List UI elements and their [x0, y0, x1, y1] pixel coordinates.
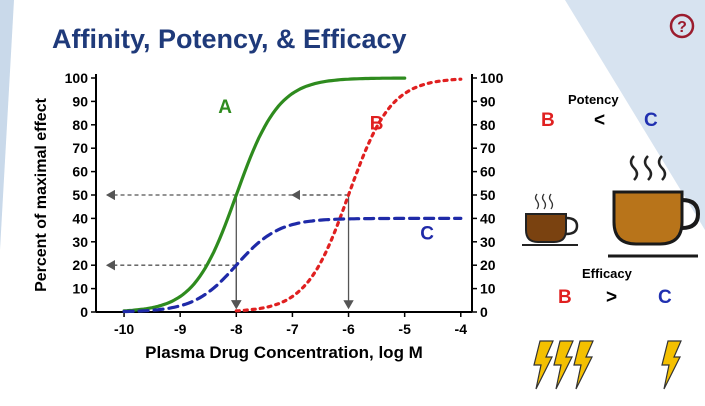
- efficacy-operator: >: [606, 287, 618, 308]
- series-label-B: B: [370, 113, 384, 134]
- x-axis-label: Plasma Drug Concentration, log M: [145, 343, 423, 362]
- y-tick-label-left: 30: [72, 234, 88, 250]
- y-tick-label-left: 100: [65, 70, 89, 86]
- coffee-cup-small-icon: [522, 193, 579, 246]
- slide-title: Affinity, Potency, & Efficacy: [52, 24, 407, 54]
- y-tick-label-left: 80: [72, 117, 88, 133]
- y-tick-label-right: 40: [480, 210, 496, 226]
- y-tick-label-left: 0: [80, 304, 88, 320]
- efficacy-label: Efficacy: [582, 266, 632, 281]
- svg-text:?: ?: [677, 19, 687, 36]
- x-tick-label: -4: [455, 321, 468, 337]
- lightning-bolt-icon: [661, 340, 682, 390]
- series-line-A: [122, 76, 407, 313]
- question-circle-icon[interactable]: ?: [669, 13, 695, 39]
- series-line-B: [234, 77, 463, 313]
- y-tick-label-right: 70: [480, 140, 496, 156]
- x-tick-label: -9: [174, 321, 187, 337]
- y-tick-label-left: 60: [72, 164, 88, 180]
- potency-operator: <: [594, 110, 606, 131]
- x-tick-label: -10: [114, 321, 134, 337]
- y-tick-label-left: 20: [72, 257, 88, 273]
- series-line-C: [122, 216, 463, 314]
- y-tick-label-right: 90: [480, 93, 496, 109]
- y-tick-label-right: 100: [480, 70, 504, 86]
- y-tick-label-right: 10: [480, 281, 496, 297]
- efficacy-right-drug: C: [658, 287, 672, 308]
- y-tick-label-right: 80: [480, 117, 496, 133]
- y-tick-label-right: 50: [480, 187, 496, 203]
- y-tick-label-right: 60: [480, 164, 496, 180]
- y-tick-label-left: 40: [72, 210, 88, 226]
- y-tick-label-left: 50: [72, 187, 88, 203]
- x-tick-label: -6: [342, 321, 355, 337]
- lightning-bolt-icon: [553, 340, 574, 390]
- series-label-A: A: [218, 97, 232, 118]
- y-tick-label-right: 0: [480, 304, 488, 320]
- lightning-bolt-icon: [533, 340, 554, 390]
- potency-left-drug: B: [541, 110, 555, 131]
- efficacy-left-drug: B: [558, 287, 572, 308]
- potency-right-drug: C: [644, 110, 658, 131]
- series-label-C: C: [420, 223, 434, 244]
- x-tick-label: -5: [398, 321, 411, 337]
- y-tick-label-left: 10: [72, 281, 88, 297]
- y-tick-label-left: 90: [72, 93, 88, 109]
- potency-label: Potency: [568, 92, 619, 107]
- lightning-bolt-icon: [573, 340, 594, 390]
- x-tick-label: -7: [286, 321, 299, 337]
- y-tick-label-right: 20: [480, 257, 496, 273]
- y-axis-label: Percent of maximal effect: [33, 97, 50, 292]
- slide-corner-decoration-left: [0, 0, 14, 250]
- y-tick-label-right: 30: [480, 234, 496, 250]
- coffee-cup-large-icon: [608, 155, 701, 258]
- y-tick-label-left: 70: [72, 140, 88, 156]
- x-tick-label: -8: [230, 321, 243, 337]
